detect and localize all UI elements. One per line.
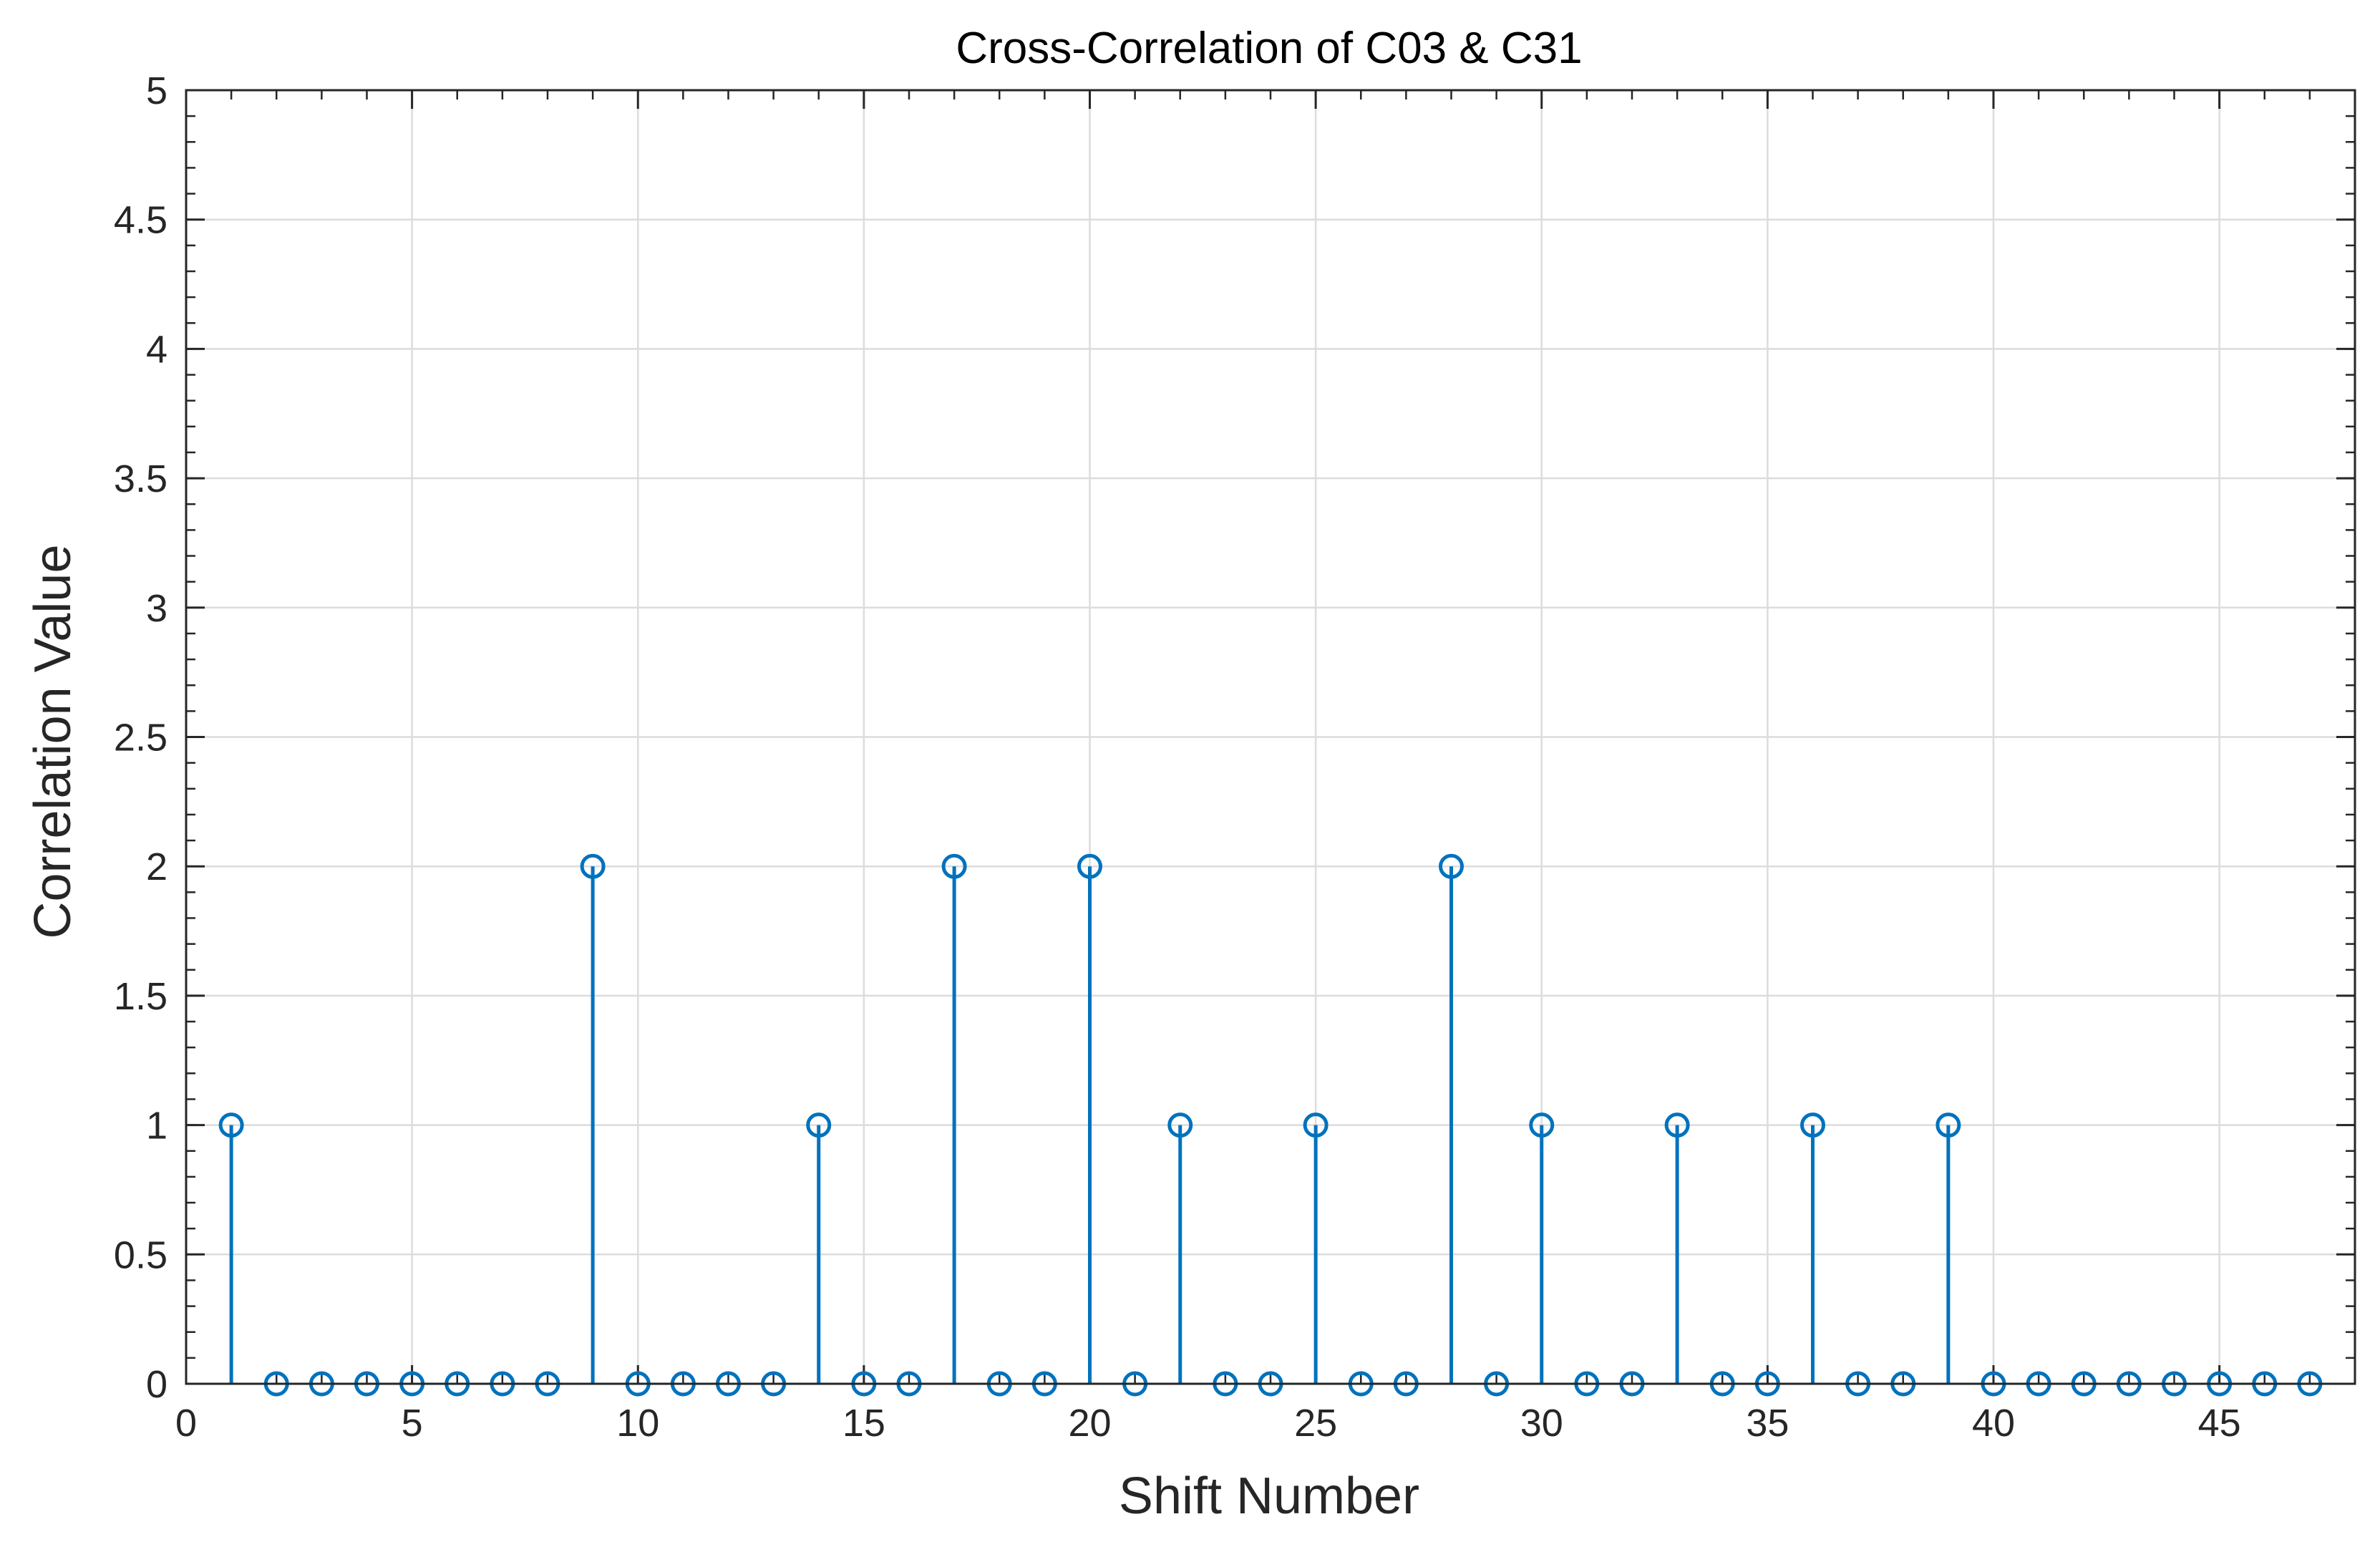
y-tick-labels: 0 0.5 1 1.5 2 2.5 3 3.5 4 4.5 5 — [114, 69, 167, 1406]
y-tick-label: 5 — [146, 69, 167, 112]
stem-marker — [1800, 1112, 1825, 1138]
stem-marker — [941, 853, 967, 879]
stem-marker — [1664, 1112, 1690, 1138]
x-tick-label: 35 — [1746, 1402, 1789, 1445]
x-tick-label: 15 — [842, 1402, 885, 1445]
stem-marker — [580, 853, 606, 879]
y-axis-label: Correlation Value — [24, 545, 82, 939]
x-tick-label: 30 — [1520, 1402, 1563, 1445]
grid — [186, 90, 2355, 1384]
x-tick-labels: 0 5 10 15 20 25 30 35 40 45 — [175, 1402, 2241, 1445]
stem-marker — [1935, 1112, 1961, 1138]
stem-marker — [218, 1112, 244, 1138]
y-tick-label: 1 — [146, 1105, 167, 1148]
x-tick-label: 45 — [2198, 1402, 2241, 1445]
stem-marker — [1439, 853, 1464, 879]
axes-box — [185, 89, 2356, 1385]
y-tick-label: 0 — [146, 1363, 167, 1406]
chart-title: Cross-Correlation of C03 & C31 — [956, 24, 1582, 73]
stem-marker — [806, 1112, 832, 1138]
x-tick-label: 5 — [402, 1402, 423, 1445]
x-tick-label: 10 — [616, 1402, 659, 1445]
y-tick-label: 4 — [146, 328, 167, 371]
stem-marker — [1077, 853, 1102, 879]
y-tick-label: 3 — [146, 587, 167, 630]
y-tick-label: 4.5 — [114, 199, 167, 242]
y-tick-label: 0.5 — [114, 1233, 167, 1276]
x-tick-label: 0 — [175, 1402, 197, 1445]
y-tick-label: 2 — [146, 845, 167, 888]
x-tick-label: 20 — [1068, 1402, 1111, 1445]
x-tick-label: 40 — [1972, 1402, 2015, 1445]
stem-marker — [1303, 1112, 1329, 1138]
stem-marker — [1167, 1112, 1193, 1138]
y-tick-label: 3.5 — [114, 457, 167, 500]
x-tick-label: 25 — [1294, 1402, 1337, 1445]
y-tick-label: 2.5 — [114, 717, 167, 760]
x-axis-label: Shift Number — [1119, 1468, 1419, 1525]
data-series — [218, 853, 2323, 1397]
stem-marker — [1529, 1112, 1555, 1138]
y-tick-label: 1.5 — [114, 975, 167, 1018]
series-cross-correlation — [218, 853, 2323, 1397]
